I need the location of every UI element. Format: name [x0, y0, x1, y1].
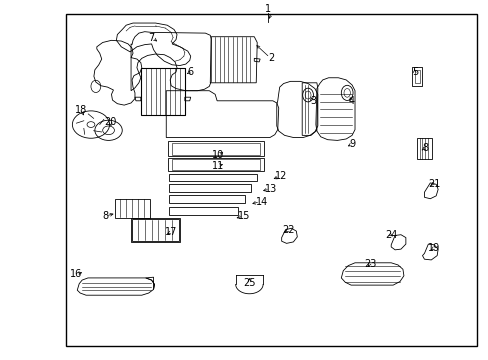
Text: 9: 9 [348, 139, 354, 149]
Text: 16: 16 [69, 269, 82, 279]
Text: 14: 14 [255, 197, 267, 207]
Text: 19: 19 [427, 243, 440, 253]
Bar [169, 184, 251, 192]
Bar [416, 138, 431, 159]
Bar [132, 219, 179, 241]
Text: 2: 2 [268, 53, 274, 63]
Bar [115, 199, 149, 218]
Text: 15: 15 [238, 211, 250, 221]
Text: 17: 17 [164, 227, 177, 237]
Bar [168, 141, 264, 156]
Text: 18: 18 [74, 105, 87, 115]
Text: 8: 8 [422, 143, 427, 153]
Bar [168, 158, 264, 171]
Text: 24: 24 [384, 230, 397, 240]
Bar [141, 68, 184, 115]
Bar [411, 67, 422, 86]
Text: 6: 6 [187, 67, 193, 77]
Text: 4: 4 [348, 96, 354, 106]
Text: 22: 22 [282, 225, 294, 235]
Bar [414, 70, 419, 83]
Text: 12: 12 [274, 171, 287, 181]
Text: 20: 20 [103, 117, 116, 127]
Text: 21: 21 [427, 179, 440, 189]
Bar [66, 14, 476, 346]
Bar [169, 174, 257, 181]
Text: 8: 8 [102, 211, 108, 221]
Bar [172, 159, 260, 170]
Text: 3: 3 [309, 96, 315, 106]
Text: 10: 10 [211, 150, 224, 160]
Text: 7: 7 [148, 33, 154, 43]
Text: 13: 13 [264, 184, 277, 194]
Bar [169, 207, 237, 215]
Text: 11: 11 [211, 161, 224, 171]
Text: 25: 25 [243, 278, 255, 288]
Text: 1: 1 [264, 4, 270, 14]
Text: 5: 5 [412, 67, 418, 77]
Text: 23: 23 [364, 258, 376, 269]
Bar [172, 143, 260, 155]
Bar [169, 195, 245, 203]
